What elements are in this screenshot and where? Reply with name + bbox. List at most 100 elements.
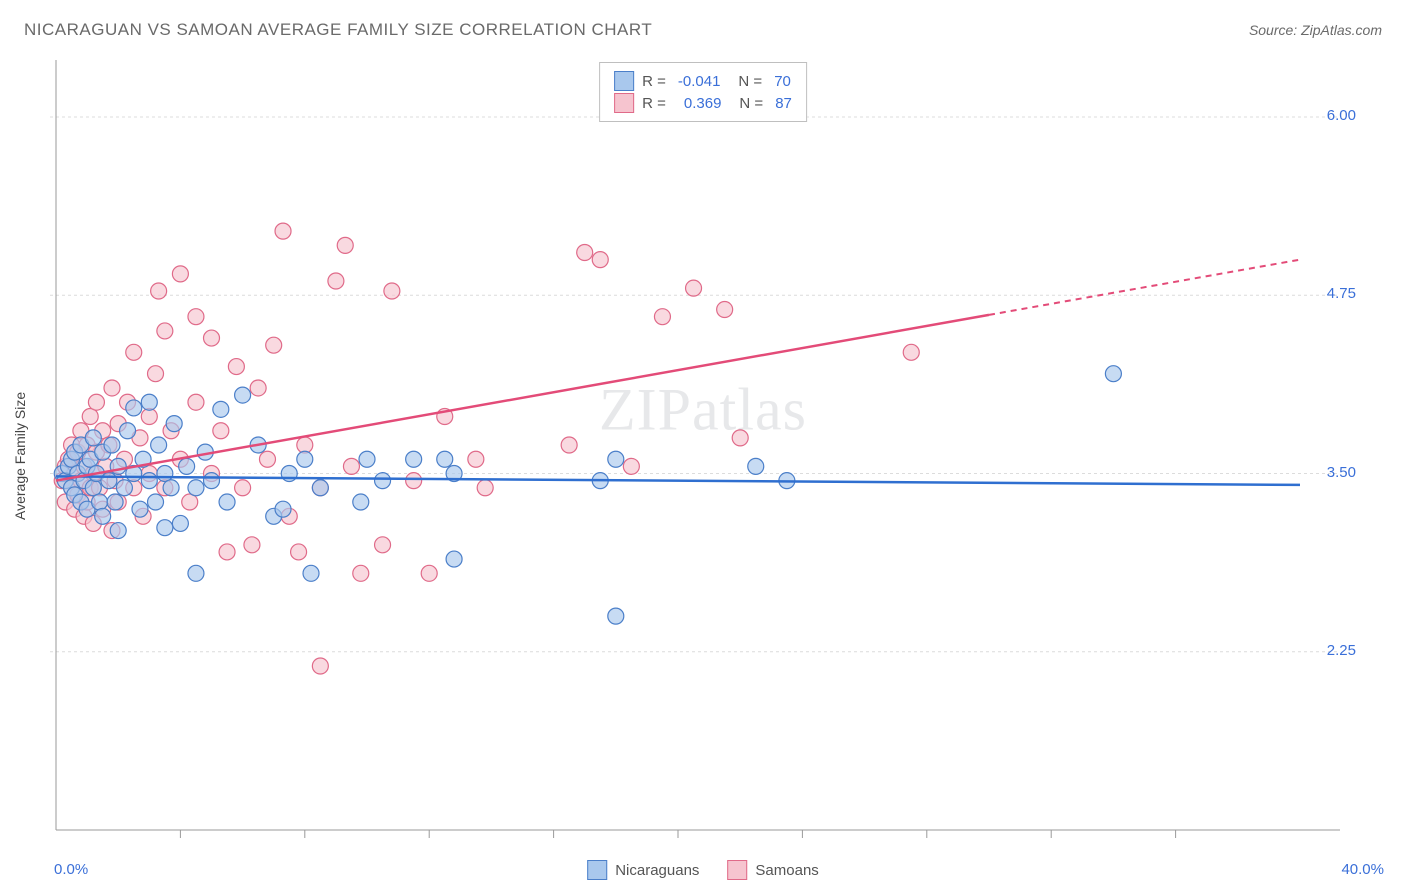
data-point: [244, 537, 260, 553]
data-point: [477, 480, 493, 496]
data-point: [297, 437, 313, 453]
data-point: [275, 501, 291, 517]
swatch-blue: [614, 71, 634, 91]
data-point: [468, 451, 484, 467]
trend-line-dashed: [989, 260, 1300, 315]
data-point: [623, 458, 639, 474]
data-point: [95, 508, 111, 524]
data-point: [686, 280, 702, 296]
data-point: [126, 400, 142, 416]
data-point: [204, 473, 220, 489]
r-value-1: -0.041: [678, 73, 721, 90]
data-point: [343, 458, 359, 474]
data-point: [101, 473, 117, 489]
data-point: [163, 480, 179, 496]
data-point: [166, 416, 182, 432]
data-point: [116, 480, 132, 496]
n-value-2: 87: [775, 95, 792, 112]
data-point: [312, 658, 328, 674]
y-tick-label: 6.00: [1306, 107, 1356, 124]
y-tick-label: 2.25: [1306, 642, 1356, 659]
data-point: [92, 494, 108, 510]
data-point: [353, 494, 369, 510]
data-point: [188, 565, 204, 581]
data-point: [903, 344, 919, 360]
data-point: [219, 494, 235, 510]
data-point: [188, 309, 204, 325]
data-point: [132, 501, 148, 517]
data-point: [110, 458, 126, 474]
data-point: [1105, 366, 1121, 382]
data-point: [291, 544, 307, 560]
data-point: [375, 473, 391, 489]
data-point: [188, 394, 204, 410]
data-point: [107, 494, 123, 510]
source-label: Source: ZipAtlas.com: [1249, 22, 1382, 38]
data-point: [213, 423, 229, 439]
data-point: [172, 515, 188, 531]
data-point: [235, 387, 251, 403]
data-point: [437, 451, 453, 467]
data-point: [328, 273, 344, 289]
data-point: [126, 344, 142, 360]
data-point: [375, 537, 391, 553]
data-point: [179, 458, 195, 474]
series-legend: Nicaraguans Samoans: [587, 860, 819, 880]
data-point: [337, 237, 353, 253]
data-point: [446, 551, 462, 567]
data-point: [561, 437, 577, 453]
data-point: [717, 302, 733, 318]
x-min-label: 0.0%: [54, 861, 88, 878]
data-point: [250, 380, 266, 396]
data-point: [88, 394, 104, 410]
data-point: [235, 480, 251, 496]
data-point: [406, 451, 422, 467]
data-point: [384, 283, 400, 299]
data-point: [213, 401, 229, 417]
data-point: [141, 394, 157, 410]
data-point: [157, 520, 173, 536]
data-point: [148, 366, 164, 382]
r-value-2: 0.369: [684, 95, 722, 112]
data-point: [157, 466, 173, 482]
data-point: [172, 266, 188, 282]
data-point: [654, 309, 670, 325]
y-axis-label: Average Family Size: [12, 392, 28, 520]
data-point: [85, 430, 101, 446]
data-point: [608, 451, 624, 467]
data-point: [353, 565, 369, 581]
legend-item-samoans: Samoans: [727, 860, 818, 880]
data-point: [748, 458, 764, 474]
legend-item-nicaraguans: Nicaraguans: [587, 860, 699, 880]
data-point: [303, 565, 319, 581]
y-tick-label: 3.50: [1306, 464, 1356, 481]
swatch-blue-2: [587, 860, 607, 880]
data-point: [592, 252, 608, 268]
data-point: [359, 451, 375, 467]
data-point: [82, 408, 98, 424]
n-value-1: 70: [774, 73, 791, 90]
legend-label-2: Samoans: [755, 862, 818, 879]
stats-row-1: R =-0.041 N =70: [614, 71, 792, 91]
data-point: [732, 430, 748, 446]
data-point: [312, 480, 328, 496]
stats-row-2: R =0.369 N =87: [614, 93, 792, 113]
data-point: [228, 359, 244, 375]
data-point: [182, 494, 198, 510]
data-point: [157, 323, 173, 339]
data-point: [297, 451, 313, 467]
data-point: [148, 494, 164, 510]
scatter-chart: [50, 60, 1360, 850]
data-point: [104, 380, 120, 396]
data-point: [259, 451, 275, 467]
data-point: [141, 473, 157, 489]
swatch-pink: [614, 93, 634, 113]
data-point: [151, 437, 167, 453]
data-point: [406, 473, 422, 489]
data-point: [151, 283, 167, 299]
legend-label-1: Nicaraguans: [615, 862, 699, 879]
data-point: [188, 480, 204, 496]
data-point: [219, 544, 235, 560]
data-point: [120, 423, 136, 439]
swatch-pink-2: [727, 860, 747, 880]
